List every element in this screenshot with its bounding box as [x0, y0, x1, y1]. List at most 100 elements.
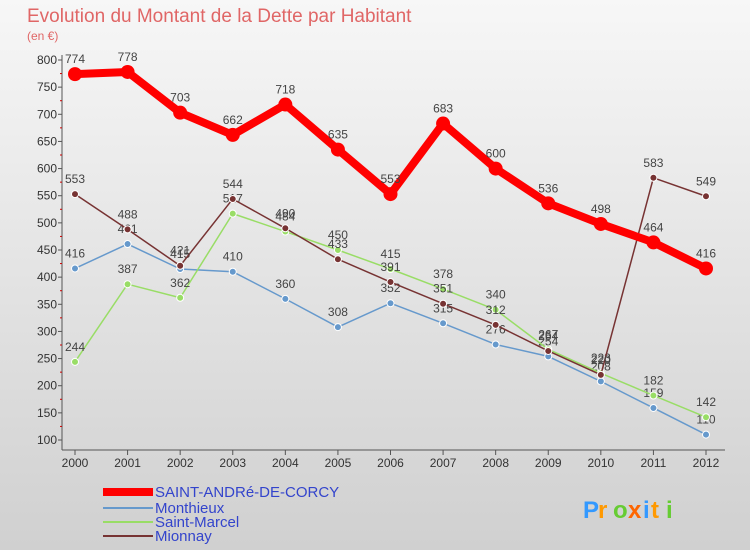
legend-label: SAINT-ANDRé-DE-CORCY: [155, 484, 339, 501]
data-label: 308: [328, 305, 348, 319]
data-label: 387: [118, 262, 138, 276]
data-label: 315: [433, 301, 453, 315]
y-tick-label: 650: [37, 134, 57, 148]
data-point: [281, 294, 290, 303]
data-label: 536: [538, 181, 558, 195]
data-point: [541, 196, 556, 211]
data-label: 362: [170, 276, 190, 290]
series-saint-marcel: 244387362517484450415378340267223182142: [65, 192, 716, 422]
y-tick-label: 750: [37, 80, 57, 94]
series-saint-andr-de-corcy: 774 778 703 662 718 635 553 683 600 536 498 464 416: [65, 50, 716, 276]
logo-letter: P: [583, 497, 599, 524]
data-point: [439, 319, 448, 328]
logo-letter: r: [598, 497, 607, 524]
data-point: [596, 377, 605, 386]
data-point: [649, 403, 658, 412]
y-tick-label: 450: [37, 243, 57, 257]
x-tick-label: 2007: [430, 456, 457, 470]
data-point: [123, 225, 132, 234]
axes: 100 150 200 250 300 350 400 450 500 550 600 650 700 7…: [37, 53, 725, 470]
data-label: 488: [118, 207, 138, 221]
data-label: 142: [696, 395, 716, 409]
data-point: [488, 161, 503, 176]
data-label: 267: [538, 327, 558, 341]
data-label: 410: [223, 250, 243, 264]
y-tick-label: 250: [37, 352, 57, 366]
data-point: [702, 413, 710, 422]
x-tick-label: 2008: [482, 456, 509, 470]
logo-letter: i: [643, 497, 650, 524]
legend-label: Saint-Marcel: [155, 514, 239, 531]
data-label: 378: [433, 267, 453, 281]
data-point: [596, 370, 605, 379]
series-layer: 4164614154103603083523152762542081591102…: [65, 50, 716, 439]
data-point: [330, 142, 345, 157]
data-label: 703: [170, 91, 190, 105]
data-point: [123, 280, 132, 289]
data-label: 421: [170, 244, 190, 258]
data-point: [646, 235, 661, 250]
data-point: [333, 323, 342, 332]
y-tick-label: 350: [37, 297, 57, 311]
data-label: 208: [591, 359, 611, 373]
series-mionnay: 553 488 421 544 490 433 391 351 312 264 220 583 549: [65, 156, 716, 379]
data-point: [71, 357, 79, 366]
data-point: [123, 240, 132, 249]
data-point: [491, 340, 500, 349]
y-tick-label: 700: [37, 107, 57, 121]
logo-letter: x: [628, 497, 642, 524]
data-label: 415: [170, 247, 190, 261]
data-point: [491, 305, 500, 314]
data-label: 450: [328, 228, 348, 242]
logo-letter: i: [666, 497, 673, 524]
data-point: [333, 246, 342, 254]
data-label: 683: [433, 102, 453, 116]
x-tick-label: 2004: [272, 456, 299, 470]
data-label: 498: [591, 202, 611, 216]
data-point: [71, 190, 79, 199]
data-label: 391: [380, 260, 400, 274]
data-point: [71, 264, 79, 273]
data-point: [173, 105, 188, 120]
data-point: [439, 285, 448, 294]
data-label: 340: [486, 288, 506, 302]
chart-title: Evolution du Montant de la Dette par Hab…: [27, 6, 412, 27]
data-label: 416: [696, 246, 716, 260]
data-label: 553: [380, 172, 400, 186]
x-tick-label: 2005: [325, 456, 352, 470]
y-tick-label: 500: [37, 216, 57, 230]
data-label: 244: [65, 340, 85, 354]
data-label: 416: [65, 246, 85, 260]
data-label: 778: [118, 50, 138, 64]
x-tick-label: 2001: [114, 456, 141, 470]
y-tick-label: 300: [37, 324, 57, 338]
data-label: 635: [328, 128, 348, 142]
data-point: [278, 97, 293, 112]
data-point: [281, 224, 290, 233]
data-point: [228, 194, 237, 203]
data-label: 583: [643, 156, 663, 170]
data-label: 312: [486, 303, 506, 317]
x-tick-label: 2011: [641, 456, 667, 470]
y-tick-label: 200: [37, 379, 57, 393]
data-point: [702, 430, 710, 439]
data-label: 264: [538, 329, 558, 343]
data-point: [333, 255, 342, 264]
data-label: 351: [433, 282, 453, 296]
data-label: 182: [643, 373, 663, 387]
data-label: 276: [486, 322, 506, 336]
data-label: 544: [223, 177, 243, 191]
data-point: [439, 299, 448, 308]
y-tick-label: 400: [37, 270, 57, 284]
data-label: 433: [328, 237, 348, 251]
data-label: 360: [275, 277, 295, 291]
data-point: [228, 267, 237, 276]
data-point: [699, 261, 713, 276]
data-point: [593, 216, 608, 231]
data-label: 484: [275, 210, 295, 224]
x-tick-label: 2009: [535, 456, 562, 470]
data-point: [544, 346, 553, 355]
y-tick-label: 550: [37, 189, 57, 203]
y-tick-label: 100: [37, 433, 57, 447]
